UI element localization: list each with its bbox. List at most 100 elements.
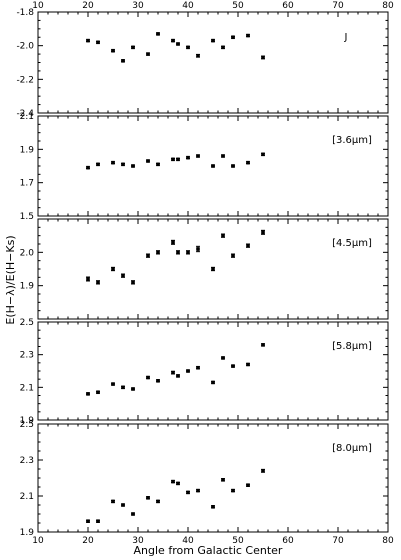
data-point: [221, 478, 225, 482]
y-tick-label: 1.7: [20, 179, 34, 189]
data-point: [146, 253, 150, 258]
data-point: [246, 243, 250, 248]
y-tick-label: 1.9: [20, 528, 35, 538]
x-tick-label-bottom: 60: [282, 536, 294, 546]
data-point: [156, 250, 160, 255]
data-point: [211, 38, 215, 43]
data-point: [261, 152, 265, 157]
y-tick-label: 2.1: [20, 383, 34, 393]
data-point: [156, 32, 160, 36]
data-point: [246, 33, 250, 38]
panel-label: [5.8μm]: [332, 341, 372, 352]
data-point: [246, 160, 250, 165]
panel-5: 1.9 2.1 2.3 2.5 [8.0μm]: [20, 420, 389, 538]
data-point: [196, 53, 200, 58]
data-point: [211, 380, 215, 385]
data-point: [176, 374, 180, 378]
data-point: [231, 364, 235, 368]
data-point: [176, 157, 180, 162]
data-point: [186, 490, 190, 495]
data-point: [131, 164, 135, 168]
data-point: [186, 155, 190, 160]
data-point: [176, 250, 180, 255]
panel-3: 1.9 2.0 [4.5μm]: [20, 218, 389, 320]
panel-1: -2.4 -2.2 -2.0 -1.8 J: [16, 8, 389, 119]
y-tick-label: -2.0: [16, 42, 34, 52]
y-tick-label: 2.5: [20, 318, 34, 328]
data-point: [121, 162, 125, 167]
data-point: [146, 52, 150, 56]
y-tick-label: -2.2: [16, 75, 34, 85]
data-point: [111, 499, 115, 504]
data-point: [261, 343, 265, 347]
data-point: [221, 154, 225, 158]
data-point: [211, 267, 215, 271]
data-point: [86, 165, 90, 170]
x-tick-label-top: 70: [332, 1, 344, 11]
x-tick-label-bottom: 40: [182, 536, 194, 546]
data-point: [171, 157, 175, 162]
data-point: [196, 365, 200, 370]
data-point: [146, 375, 150, 380]
data-point: [96, 519, 100, 523]
y-tick-label: 1.9: [20, 145, 35, 155]
data-point: [221, 356, 225, 360]
data-point: [231, 35, 235, 40]
x-tick-label-bottom: 70: [332, 536, 344, 546]
data-point: [86, 392, 90, 396]
data-point: [261, 230, 265, 235]
data-point: [261, 469, 265, 473]
x-tick-label-top: 80: [382, 1, 394, 11]
data-point: [96, 390, 100, 395]
panel-frame: [37, 11, 389, 114]
data-point: [96, 162, 100, 167]
data-point: [186, 45, 190, 50]
data-point: [246, 362, 250, 367]
data-point: [156, 162, 160, 167]
y-tick-label: -1.8: [16, 8, 34, 18]
data-point: [196, 247, 200, 251]
panel-2: 1.5 1.7 1.9 2.1 [3.6μm]: [20, 112, 389, 222]
panel-4: 1.9 2.1 2.3 2.5 [5.8μm]: [20, 318, 389, 426]
data-point: [121, 385, 125, 390]
data-point: [171, 370, 175, 375]
x-tick-label-top: 10: [32, 1, 44, 11]
panel-frame: [37, 321, 389, 421]
data-point: [186, 369, 190, 373]
y-axis-title: E(H−λ)/E(H−Ks): [4, 235, 17, 324]
panel-label: [3.6μm]: [332, 135, 372, 146]
data-point: [131, 45, 135, 50]
x-tick-label-top: 30: [132, 1, 144, 11]
data-point: [171, 38, 175, 43]
data-point: [221, 45, 225, 50]
data-point: [111, 267, 115, 271]
data-point: [176, 481, 180, 486]
data-point: [131, 387, 135, 391]
x-tick-label-bottom: 10: [32, 536, 44, 546]
x-tick-label-bottom: 30: [132, 536, 144, 546]
panel-label: [8.0μm]: [332, 443, 372, 454]
x-tick-label-bottom: 80: [382, 536, 394, 546]
x-tick-label-top: 60: [282, 1, 294, 11]
data-point: [196, 488, 200, 493]
data-point: [186, 250, 190, 255]
data-point: [146, 159, 150, 163]
data-point: [96, 40, 100, 45]
x-tick-label-bottom: 20: [82, 536, 94, 546]
data-point: [86, 519, 90, 523]
data-point: [231, 488, 235, 493]
x-tick-label-top: 20: [82, 1, 94, 11]
data-point: [121, 59, 125, 63]
data-point: [231, 253, 235, 258]
data-point: [246, 483, 250, 487]
data-point: [121, 503, 125, 507]
panel-frame: [37, 423, 389, 533]
data-point: [261, 55, 265, 60]
data-point: [96, 280, 100, 285]
y-tick-label: 2.0: [20, 248, 35, 258]
data-point: [221, 233, 225, 238]
data-point: [211, 164, 215, 168]
panel-label: [4.5μm]: [332, 238, 372, 249]
data-point: [231, 164, 235, 168]
